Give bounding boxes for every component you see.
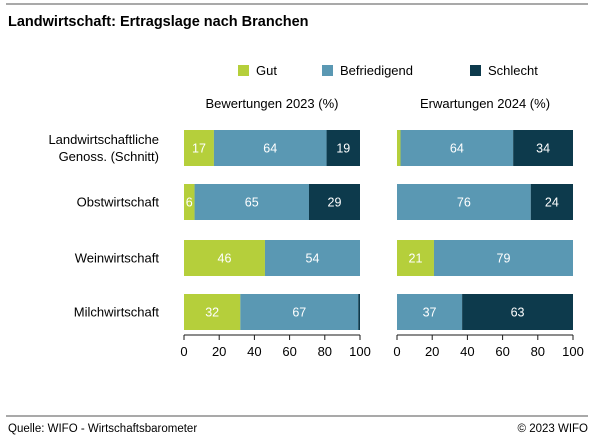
bar-value-label: 17 (192, 142, 206, 156)
bar-value-label: 6 (186, 196, 193, 210)
panel-title: Bewertungen 2023 (%) (206, 96, 339, 111)
bar-gut (397, 240, 434, 276)
bar-value-label: 76 (457, 196, 471, 210)
bar-value-label: 29 (328, 196, 342, 210)
bar-befriedigend (213, 130, 327, 166)
chart-title: Landwirtschaft: Ertragslage nach Branche… (8, 14, 309, 30)
x-tick-label: 80 (531, 344, 545, 359)
bar-befriedigend (433, 240, 573, 276)
bar-schlecht (513, 130, 573, 166)
legend-label-gut: Gut (256, 63, 277, 78)
x-tick-label: 0 (393, 344, 400, 359)
x-tick-label: 0 (180, 344, 187, 359)
bar-value-label: 64 (263, 142, 277, 156)
x-tick-label: 100 (562, 344, 584, 359)
bar-value-label: 34 (536, 142, 550, 156)
bar-value-label: 63 (511, 306, 525, 320)
panel-1: Bewertungen 2023 (%) 17 64 19 6 65 29 46 54 32 67 0… (180, 96, 370, 359)
panel-2: Erwartungen 2024 (%) 64 34 76 24 21 79 37 63 0 20 4… (393, 96, 583, 359)
x-tick-label: 60 (495, 344, 509, 359)
bar-gut (397, 130, 401, 166)
bar-value-label: 67 (292, 306, 306, 320)
bar-schlecht (530, 184, 573, 220)
bar-value-label: 21 (409, 252, 423, 266)
x-tick-label: 100 (349, 344, 371, 359)
bar-value-label: 65 (245, 196, 259, 210)
bar-befriedigend (194, 184, 309, 220)
legend-swatch-schlecht (470, 65, 481, 76)
bar-value-label: 54 (306, 252, 320, 266)
bar-gut (184, 184, 195, 220)
bar-value-label: 24 (545, 196, 559, 210)
copyright-note: © 2023 WIFO (518, 423, 589, 435)
bar-value-label: 79 (497, 252, 511, 266)
bar-befriedigend (264, 240, 360, 276)
source-note: Quelle: WIFO - Wirtschaftsbarometer (8, 423, 197, 435)
x-tick-label: 60 (282, 344, 296, 359)
bar-befriedigend (397, 294, 463, 330)
legend-swatch-befriedigend (322, 65, 333, 76)
bar-schlecht (462, 294, 573, 330)
bar-value-label: 37 (423, 306, 437, 320)
bar-befriedigend (240, 294, 359, 330)
legend-label-befriedigend: Befriedigend (340, 63, 413, 78)
category-label: Landwirtschaftliche Genoss. (Schnitt) (48, 132, 159, 164)
bar-value-label: 32 (205, 306, 219, 320)
category-label: Obstwirtschaft (77, 195, 160, 210)
bar-befriedigend (397, 184, 531, 220)
category-labels: Landwirtschaftliche Genoss. (Schnitt) Obst… (48, 132, 159, 320)
bar-schlecht (326, 130, 360, 166)
legend-label-schlecht: Schlecht (488, 63, 538, 78)
legend-swatch-gut (238, 65, 249, 76)
x-tick-label: 40 (247, 344, 261, 359)
legend: Gut Befriedigend Schlecht (238, 63, 538, 78)
bar-value-label: 46 (218, 252, 232, 266)
bar-schlecht (358, 294, 360, 330)
bar-schlecht (308, 184, 360, 220)
x-tick-label: 40 (460, 344, 474, 359)
x-tick-label: 20 (212, 344, 226, 359)
x-tick-label: 20 (425, 344, 439, 359)
bar-gut (184, 294, 241, 330)
bar-value-label: 64 (450, 142, 464, 156)
category-label: Weinwirtschaft (75, 251, 160, 266)
panel-title: Erwartungen 2024 (%) (420, 96, 550, 111)
bar-gut (184, 240, 265, 276)
bar-gut (184, 130, 214, 166)
x-tick-label: 80 (318, 344, 332, 359)
bar-value-label: 19 (336, 142, 350, 156)
bar-befriedigend (400, 130, 514, 166)
category-label: Milchwirtschaft (74, 305, 160, 320)
panels: Bewertungen 2023 (%) 17 64 19 6 65 29 46 54 32 67 0… (48, 96, 583, 359)
